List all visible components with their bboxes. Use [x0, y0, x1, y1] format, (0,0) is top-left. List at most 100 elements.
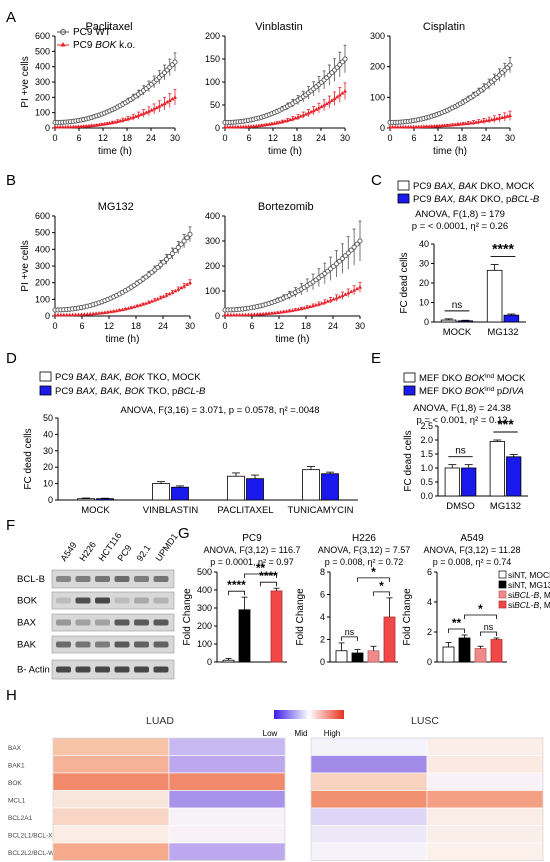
chart-b-2-ko-point [225, 312, 230, 317]
chart-b-2-ko-point [252, 312, 257, 316]
chart-b-2-x-tick-label: 30 [355, 321, 365, 331]
blot-band [153, 666, 169, 673]
chart-b-2-y-tick-label: 200 [205, 261, 220, 271]
chart-g-3-y-label: Fold Change [402, 588, 413, 646]
chart-b-2-ko-point [322, 300, 327, 304]
chart-c-category-label: MG132 [487, 327, 518, 338]
chart-g-1-sig-bracket [244, 573, 277, 578]
chart-a-1-x-tick-label: 24 [146, 133, 156, 143]
chart-b-1-y-tick-label: 500 [35, 228, 50, 238]
chart-a-3-x-tick-label: 24 [481, 133, 491, 143]
chart-b-2-y-tick-label: 400 [205, 211, 220, 221]
chart-b-1-wt-point [184, 235, 190, 241]
chart-b-1-ko-point [158, 295, 163, 300]
chart-e-y-tick-label: 2.0 [420, 435, 433, 445]
chart-g-3-sig-bracket [464, 614, 497, 619]
chart-b-1-wt-point [172, 248, 178, 254]
chart-b-1-ko-point [182, 283, 187, 288]
chart-a-3-ko-point [427, 124, 432, 128]
chart-b-1-y-tick-label: 200 [35, 278, 50, 288]
chart-a-2-x-tick-label: 30 [340, 133, 350, 143]
chart-a-2-ko-point [343, 89, 347, 93]
chart-a-1-ko-point [173, 95, 177, 99]
chart-a-1-ko-point [63, 124, 68, 129]
chart-b-2-ko-point [343, 292, 348, 296]
chart-d-y-tick-label: 20 [43, 462, 53, 472]
chart-a-3-y-tick-label: 100 [370, 92, 385, 102]
chart-b-2-ko-point [278, 310, 283, 314]
chart-e-sig-label: *** [497, 416, 514, 432]
chart-b-1-ko-point [179, 285, 184, 290]
heatmap-luad-row-label: BCL2L2/BCL-W [8, 850, 55, 857]
chart-b-1-ko-point [114, 308, 119, 313]
chart-b-1-y-label: PI +ve cells [20, 240, 31, 291]
chart-a-2-ko-point [223, 124, 227, 129]
chart-b-1-y-tick-label: 0 [45, 311, 50, 321]
chart-b-1-ko-point [97, 311, 102, 315]
chart-a-1-ko-point [154, 105, 159, 110]
blot-band [114, 597, 130, 604]
chart-g-3-y-tick-label: 0 [427, 657, 432, 667]
chart-g-3-sig-bracket [448, 628, 465, 633]
chart-b-1-ko-point [58, 312, 63, 317]
chart-g-2-sig-bracket [373, 591, 390, 596]
chart-a-1-x-tick-label: 12 [98, 133, 108, 143]
chart-g-1-sig-bracket [228, 590, 245, 596]
chart-a-3-x-tick-label: 30 [505, 133, 515, 143]
chart-a-2-ko-point [225, 124, 230, 129]
blot-band [56, 641, 71, 648]
chart-a-2-ko-point [329, 98, 334, 102]
heatmap-lusc-cell [426, 737, 544, 756]
chart-e-category-label: DMSO [446, 501, 475, 512]
heatmap-lusc-cell [426, 755, 544, 774]
chart-a-2-ko-point [230, 124, 235, 129]
chart-d-category-label: MOCK [81, 505, 110, 516]
blot-lane-label: 92.1 [134, 543, 152, 563]
legend-d-mock-label: PC9 BAX, BAK, BOK TKO, MOCK [55, 372, 201, 383]
heatmap-luad-frame [52, 737, 286, 861]
heatmap-luad-cell [168, 825, 286, 844]
chart-b-1-ko-point [64, 312, 69, 317]
chart-b-2-ko-point [249, 312, 254, 317]
chart-g-3-sig-label: ** [452, 616, 462, 630]
chart-a-1-ko-point [79, 124, 84, 128]
heatmap-luad-cell [52, 825, 170, 844]
chart-b-2-ko-point [308, 304, 313, 309]
legend-g-swatch [498, 590, 507, 599]
chart-g-3-y-tick-label: 2 [427, 627, 432, 637]
chart-a-1-y-tick-label: 600 [35, 31, 50, 41]
blot-band [95, 576, 110, 582]
chart-g-1-y-tick-label: 0 [207, 657, 212, 667]
panel-label-h: H [6, 687, 17, 704]
chart-a-1-x-tick-label: 18 [122, 133, 132, 143]
chart-b-2-ko-point [231, 312, 236, 317]
chart-b-1-ko-point [61, 312, 66, 317]
chart-g-2-sig-bracket [341, 636, 358, 641]
chart-b-2-x-tick-label: 0 [222, 321, 227, 331]
blot-band [95, 597, 110, 604]
panel-label-c: C [371, 172, 382, 189]
chart-a-1-ko-point [136, 113, 141, 117]
chart-d-y-tick-label: 0 [48, 495, 53, 505]
chart-a-2-ko-point [241, 124, 246, 129]
panel-c-barchart: PC9 BAX, BAK DKO, MOCK PC9 BAX, BAK DKO, … [397, 180, 540, 338]
chart-b-2-title: Bortezomib [258, 201, 314, 213]
chart-b-1-wt-point [178, 241, 184, 247]
chart-b-2-ko-point [299, 306, 304, 311]
chart-g-3-bar [442, 646, 455, 663]
blot-row-label: B- Actin [17, 665, 50, 676]
chart-e-sig-label: ns [455, 446, 466, 457]
chart-a-3-ko-point [429, 124, 434, 128]
chart-a-3-ko-point [442, 123, 447, 128]
chart-b-2-ko-point [328, 298, 333, 302]
chart-a-2-y-tick-label: 100 [205, 77, 220, 87]
chart-g-1-bar [238, 609, 251, 663]
heatmap-luad-cell [168, 842, 286, 861]
chart-a-2-ko-point [303, 112, 308, 116]
blot-strip [51, 569, 175, 589]
chart-b-1-ko-point [73, 312, 78, 317]
chart-b-1-y-tick-label: 100 [35, 294, 50, 304]
chart-a-2-ko-point [309, 109, 314, 114]
blot-band [75, 597, 91, 604]
chart-b-1-ko-point [188, 280, 192, 285]
